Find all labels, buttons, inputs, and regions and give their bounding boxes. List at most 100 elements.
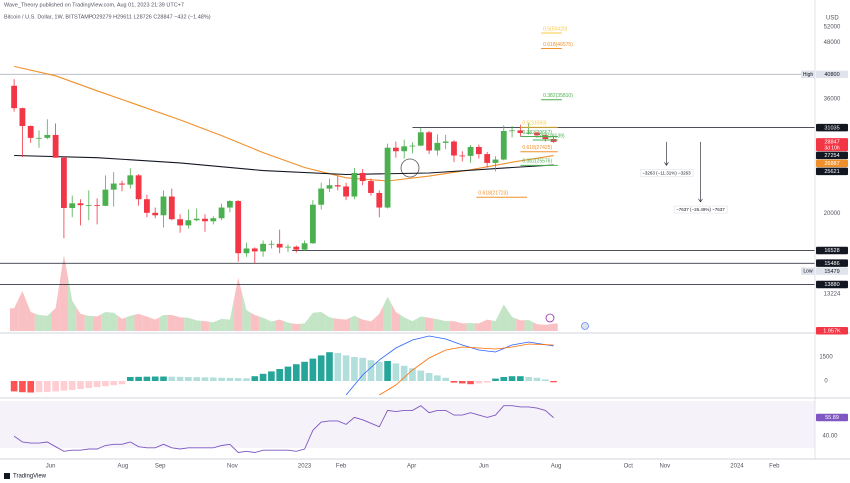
candle-body <box>127 175 134 185</box>
volume-area <box>76 307 85 331</box>
fib-label: 0.382(29667) <box>522 130 552 136</box>
macd-histogram <box>185 377 192 381</box>
volume-area <box>375 305 384 331</box>
macd-histogram <box>110 381 118 386</box>
candle-body <box>442 141 449 143</box>
candle-body <box>276 243 283 248</box>
price-badge <box>816 280 848 289</box>
candle-body <box>492 159 499 163</box>
y-tick-label: 1500 <box>819 355 833 361</box>
candle-body <box>11 85 18 109</box>
rsi-line <box>13 405 554 453</box>
measure-box <box>640 169 694 177</box>
moving-average <box>14 154 554 176</box>
macd-histogram <box>93 381 101 388</box>
x-tick-label: Feb <box>769 464 780 470</box>
volume-area <box>59 255 69 331</box>
x-tick-label: Aug <box>551 464 562 470</box>
candle-body <box>152 212 159 216</box>
candle-body <box>434 142 441 151</box>
volume-area <box>109 312 118 331</box>
candle-body <box>409 145 416 147</box>
tag-label: High <box>803 72 814 78</box>
candle-body <box>27 125 34 138</box>
macd-histogram <box>60 381 68 391</box>
y-tick-label: 52000 <box>824 25 841 31</box>
candle-body <box>368 181 374 193</box>
arrow-head <box>698 198 703 203</box>
x-tick-label: Nov <box>659 464 670 470</box>
macd-histogram <box>326 352 333 381</box>
candle-body <box>318 188 325 205</box>
candle-body <box>534 132 540 136</box>
y-tick-label: 20000 <box>824 211 841 217</box>
x-tick-label: Aug <box>117 464 128 470</box>
volume-area <box>549 323 558 331</box>
volume-area <box>68 277 77 331</box>
volume-badge <box>816 327 848 335</box>
macd-histogram <box>475 381 483 384</box>
candle-body <box>235 201 242 254</box>
x-tick-label: Apr <box>407 464 416 470</box>
macd-histogram <box>450 381 458 383</box>
layer-back <box>0 73 815 448</box>
candle-body <box>517 130 524 133</box>
volume-area <box>217 318 226 331</box>
candle-body <box>475 147 482 155</box>
macd-histogram <box>533 377 541 381</box>
macd-histogram <box>52 381 59 392</box>
layer-front: Jun Aug Sep Nov 2023 Feb Apr Jun Aug Oct Nov 2024 Fe… <box>46 25 848 470</box>
volume-area <box>242 293 251 331</box>
candle-body <box>334 185 341 187</box>
flag-icon <box>581 322 589 330</box>
y-tick-label: 13224 <box>824 292 841 298</box>
price-badge-label: 26887 <box>824 161 839 167</box>
volume-area <box>325 314 334 331</box>
macd-histogram <box>467 381 474 385</box>
tag-badge <box>801 70 815 79</box>
candle-body <box>542 135 549 140</box>
candle-body <box>525 132 532 134</box>
macd-histogram <box>168 376 176 381</box>
volume-area <box>34 313 44 331</box>
volume-area <box>532 322 542 331</box>
macd-histogram <box>292 364 300 381</box>
candle-body <box>326 185 333 189</box>
macd-histogram <box>442 377 449 381</box>
measure-label: −7637 (−26.49%) −7637 <box>676 207 725 212</box>
candle-body <box>143 199 150 213</box>
fib-label: 0.618(27425) <box>522 145 552 151</box>
macd-histogram <box>77 381 84 389</box>
macd-histogram <box>417 370 425 381</box>
candle-body <box>168 196 175 220</box>
candle-body <box>193 218 200 221</box>
macd-histogram <box>251 376 259 381</box>
candle-body <box>44 134 51 138</box>
volume-area <box>341 317 351 331</box>
volume-area <box>516 318 525 331</box>
volume-area <box>449 321 459 331</box>
macd-histogram <box>334 353 342 381</box>
unit: USD <box>826 16 839 22</box>
candle-body <box>500 131 507 160</box>
rsi-badge <box>816 413 848 422</box>
volume-area <box>184 317 193 331</box>
volume-area <box>358 317 367 331</box>
candle-body <box>309 204 316 244</box>
fib-label: 0.618(46575) <box>543 42 573 48</box>
price-badge-label: 27254 <box>824 153 839 159</box>
macd-histogram <box>276 369 284 381</box>
macd-histogram <box>284 366 292 381</box>
circle-annotation <box>400 158 420 178</box>
candle-body <box>376 192 383 208</box>
volume-area <box>300 318 309 331</box>
footer: TradingView <box>13 474 47 480</box>
volume-area <box>441 320 450 331</box>
rsi-badge-label: 55.89 <box>825 415 839 421</box>
volume-area <box>234 277 243 331</box>
countdown: 3d 10h <box>824 145 840 151</box>
volume-area <box>499 304 508 331</box>
macd-histogram <box>351 357 358 381</box>
price-badge <box>816 259 848 267</box>
